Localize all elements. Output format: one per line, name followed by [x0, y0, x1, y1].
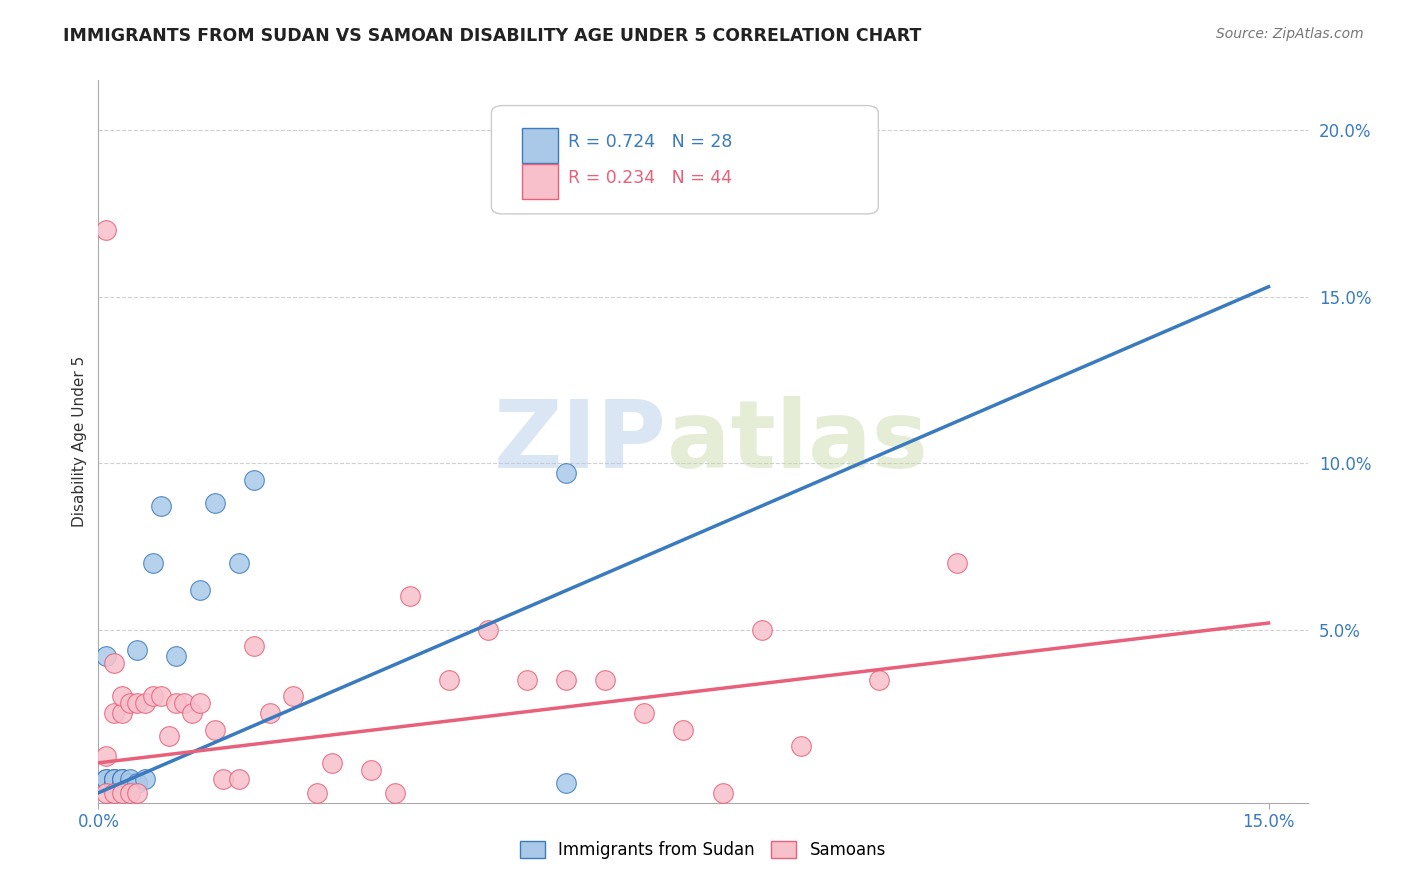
Point — [134, 696, 156, 710]
Y-axis label: Disability Age Under 5: Disability Age Under 5 — [72, 356, 87, 527]
Point — [111, 786, 134, 800]
Point — [243, 473, 266, 487]
Legend: Immigrants from Sudan, Samoans: Immigrants from Sudan, Samoans — [520, 841, 886, 860]
Point — [96, 772, 118, 787]
Point — [321, 756, 343, 770]
Text: R = 0.234   N = 44: R = 0.234 N = 44 — [568, 169, 731, 186]
Point — [103, 772, 125, 787]
Point — [711, 786, 734, 800]
Point — [111, 706, 134, 720]
Point — [149, 690, 172, 704]
Point — [118, 776, 141, 790]
Point — [751, 623, 773, 637]
Point — [96, 223, 118, 237]
Point — [868, 673, 890, 687]
Text: IMMIGRANTS FROM SUDAN VS SAMOAN DISABILITY AGE UNDER 5 CORRELATION CHART: IMMIGRANTS FROM SUDAN VS SAMOAN DISABILI… — [63, 27, 922, 45]
Point — [111, 772, 134, 787]
Point — [157, 729, 180, 743]
Point — [111, 776, 134, 790]
Point — [384, 786, 406, 800]
Point — [243, 640, 266, 654]
Point — [96, 649, 118, 664]
Point — [118, 772, 141, 787]
Point — [228, 772, 250, 787]
Point — [477, 623, 499, 637]
Text: ZIP: ZIP — [494, 395, 666, 488]
Point — [142, 556, 165, 570]
Point — [103, 706, 125, 720]
Point — [142, 690, 165, 704]
Point — [204, 723, 226, 737]
Point — [127, 642, 149, 657]
Point — [127, 696, 149, 710]
Point — [439, 673, 461, 687]
Point — [204, 496, 226, 510]
Point — [127, 786, 149, 800]
Point — [103, 776, 125, 790]
Point — [259, 706, 281, 720]
Point — [188, 582, 211, 597]
Point — [134, 772, 156, 787]
Point — [212, 772, 235, 787]
Text: Source: ZipAtlas.com: Source: ZipAtlas.com — [1216, 27, 1364, 41]
Point — [305, 786, 328, 800]
Point — [118, 786, 141, 800]
Point — [188, 696, 211, 710]
Point — [103, 772, 125, 787]
Point — [283, 690, 305, 704]
Point — [945, 556, 967, 570]
Point — [360, 763, 382, 777]
Point — [633, 706, 655, 720]
Point — [555, 466, 578, 480]
Text: R = 0.724   N = 28: R = 0.724 N = 28 — [568, 133, 733, 151]
Point — [672, 723, 695, 737]
Point — [103, 786, 125, 800]
Point — [127, 776, 149, 790]
Point — [165, 649, 187, 664]
Point — [103, 656, 125, 670]
Point — [165, 696, 187, 710]
Point — [118, 696, 141, 710]
Point — [103, 772, 125, 787]
Point — [111, 690, 134, 704]
Point — [555, 776, 578, 790]
Point — [96, 749, 118, 764]
Point — [103, 776, 125, 790]
Point — [111, 772, 134, 787]
FancyBboxPatch shape — [492, 105, 879, 214]
FancyBboxPatch shape — [522, 164, 558, 199]
Point — [181, 706, 204, 720]
Point — [789, 739, 811, 754]
Text: atlas: atlas — [666, 395, 928, 488]
FancyBboxPatch shape — [522, 128, 558, 162]
Point — [96, 772, 118, 787]
Point — [149, 500, 172, 514]
Point — [595, 673, 617, 687]
Point — [555, 673, 578, 687]
Point — [173, 696, 195, 710]
Point — [516, 673, 538, 687]
Point — [228, 556, 250, 570]
Point — [96, 776, 118, 790]
Point — [96, 786, 118, 800]
Point — [96, 776, 118, 790]
Point — [111, 772, 134, 787]
Point — [399, 590, 422, 604]
